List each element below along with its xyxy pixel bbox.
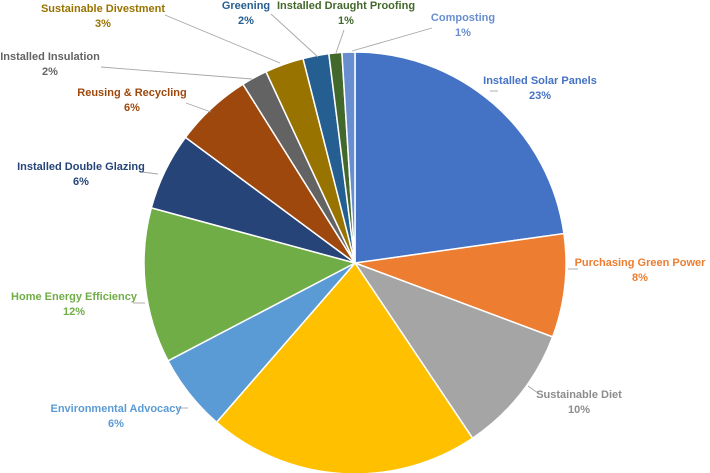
data-label-purchasing-green-power: Purchasing Green Power 8%	[575, 257, 707, 284]
slice-name-label: Sustainable Diet	[536, 389, 622, 401]
data-label-sustainable-divestment: Sustainable Divestment 3%	[41, 3, 165, 30]
slice-percent-label: 8%	[632, 272, 648, 284]
slice-percent-label: 2%	[238, 15, 254, 27]
leader-line	[335, 29, 345, 54]
slice-name-label: Home Energy Efficiency	[11, 291, 138, 303]
leader-line	[270, 13, 319, 58]
data-label-greening: Greening 2%	[222, 0, 270, 27]
slice-percent-label: 6%	[124, 102, 140, 114]
leader-line	[185, 102, 212, 113]
pie-slice-composting	[341, 51, 356, 264]
slice-percent-label: 6%	[108, 418, 124, 430]
slice-name-label: Environmental Advocacy	[50, 403, 182, 415]
data-label-installed-draught-proofing: Installed Draught Proofing 1%	[277, 0, 415, 27]
slice-percent-label: 6%	[73, 176, 89, 188]
slice-name-label: Installed Insulation	[0, 51, 100, 63]
slice-percent-label: 12%	[63, 306, 85, 318]
slice-name-label: Installed Double Glazing	[17, 161, 145, 173]
slice-percent-label: 1%	[455, 27, 471, 39]
slice-name-label: Reusing & Recycling	[77, 87, 186, 99]
data-label-composting: Composting 1%	[431, 12, 495, 39]
leader-line	[527, 385, 539, 394]
slice-name-label: Greening	[222, 0, 270, 12]
slice-percent-label: 3%	[95, 18, 111, 30]
slice-name-label: Composting	[431, 12, 495, 24]
leader-line	[141, 171, 159, 175]
data-label-installed-insulation: Installed Insulation 2%	[0, 51, 100, 78]
pie-slice-installed-solar-panels	[354, 51, 565, 264]
pie-slice-purchasing-green-power	[354, 232, 567, 338]
data-label-installed-double-glazing: Installed Double Glazing 6%	[17, 161, 145, 188]
leader-line	[351, 27, 433, 52]
slice-percent-label: 1%	[338, 15, 354, 27]
slice-percent-label: 10%	[568, 404, 590, 416]
data-label-environmental-advocacy: Environmental Advocacy 6%	[50, 403, 182, 430]
slice-percent-label: 2%	[42, 66, 58, 78]
data-label-home-energy-efficiency: Home Energy Efficiency 12%	[11, 291, 138, 318]
slice-name-label: Installed Solar Panels	[483, 75, 597, 87]
slice-name-label: Purchasing Green Power	[575, 257, 707, 269]
pie-slice-home-energy-efficiency	[143, 206, 358, 362]
pie-slice-sustainable-diet	[353, 261, 554, 440]
slice-name-label: Sustainable Divestment	[41, 3, 165, 15]
slice-percent-label: 23%	[529, 90, 551, 102]
pie-slice-3	[215, 261, 474, 473]
data-label-reusing-and-recycling: Reusing & Recycling 6%	[77, 87, 186, 114]
data-label-installed-solar-panels: Installed Solar Panels 23%	[483, 75, 597, 102]
slice-name-label: Installed Draught Proofing	[277, 0, 415, 12]
leader-line	[100, 66, 253, 80]
leader-line	[164, 14, 281, 64]
data-label-sustainable-diet: Sustainable Diet 10%	[536, 389, 622, 416]
